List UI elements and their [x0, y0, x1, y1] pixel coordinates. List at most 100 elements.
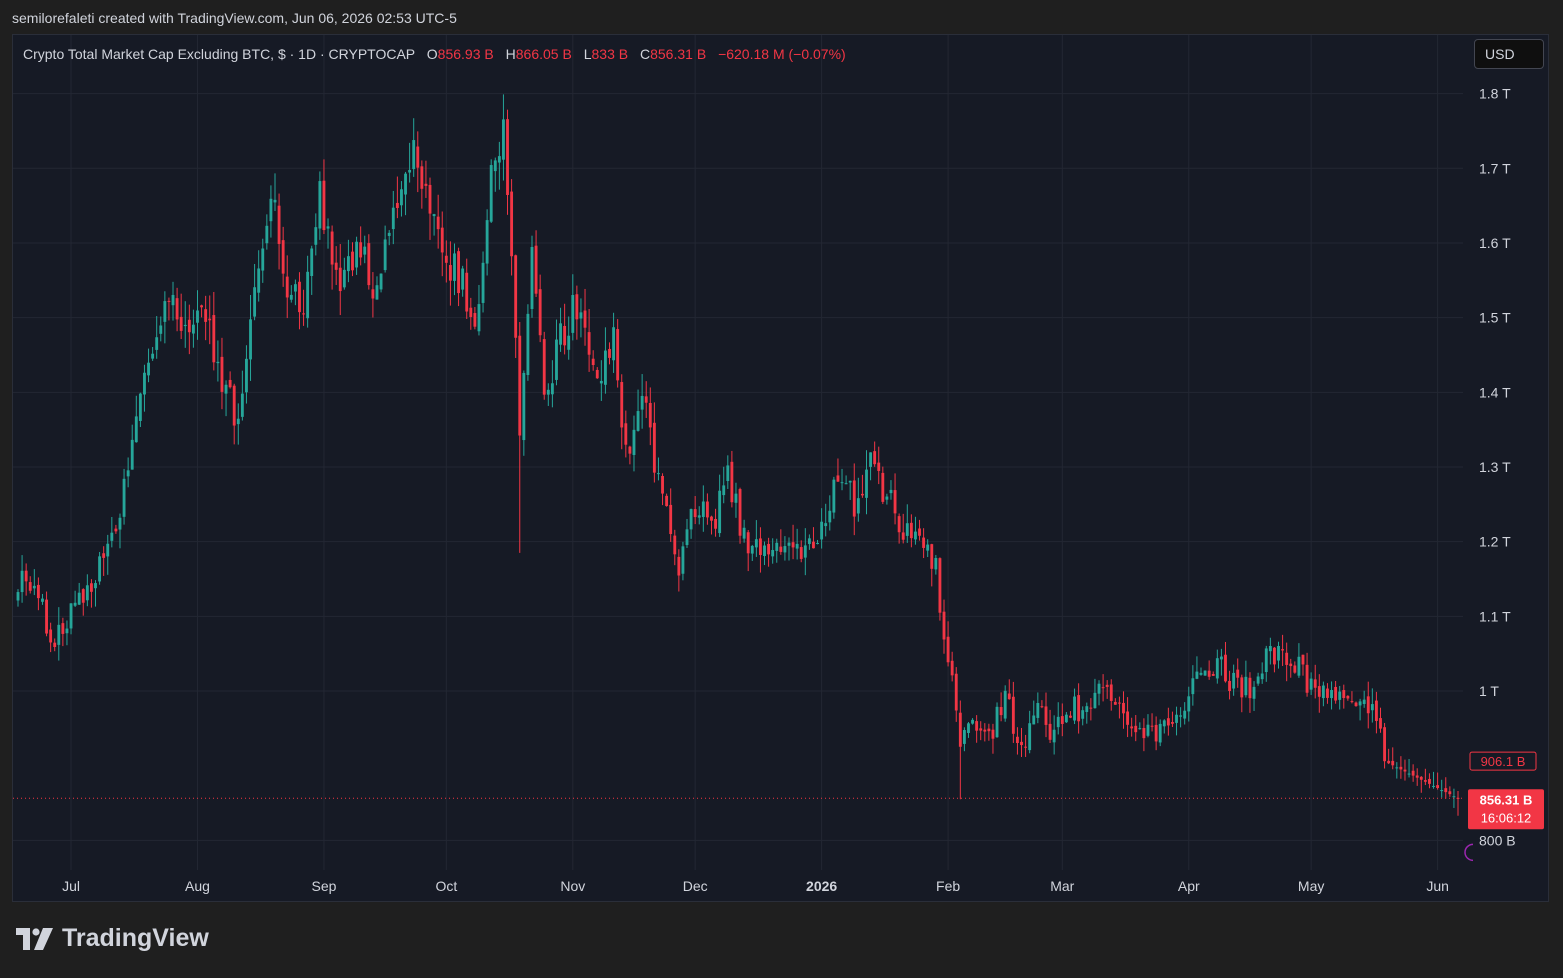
- time-tick-label: Feb: [936, 878, 960, 894]
- candle: [518, 322, 522, 553]
- candle: [306, 255, 310, 328]
- time-tick-label: Sep: [311, 878, 336, 894]
- candle: [885, 493, 889, 505]
- currency-button[interactable]: USD: [1474, 39, 1544, 69]
- candle: [298, 272, 301, 330]
- candle: [1142, 718, 1146, 752]
- candle: [1146, 714, 1150, 738]
- candle: [954, 667, 958, 722]
- candle: [546, 383, 550, 406]
- price-tick-label: 1.6 T: [1479, 235, 1511, 251]
- candle: [828, 495, 832, 531]
- price-tick-label: 1.8 T: [1479, 86, 1511, 102]
- tradingview-logo-icon: [16, 927, 53, 950]
- candle: [49, 622, 53, 653]
- candle: [787, 537, 791, 561]
- candle: [183, 301, 187, 348]
- candle: [591, 350, 595, 371]
- candle: [616, 319, 620, 388]
- candle: [265, 214, 269, 250]
- candle: [1285, 642, 1289, 682]
- candle: [860, 474, 864, 498]
- candle: [1207, 660, 1211, 680]
- candle: [481, 251, 485, 313]
- candle: [1011, 681, 1015, 743]
- candle: [958, 700, 962, 800]
- candle: [865, 450, 868, 515]
- candle: [1228, 670, 1231, 700]
- candle: [1020, 727, 1023, 757]
- candle: [603, 327, 607, 394]
- candle: [754, 520, 758, 557]
- candle: [228, 371, 232, 389]
- candle: [999, 692, 1003, 722]
- candle: [555, 319, 558, 386]
- candle: [326, 218, 330, 249]
- candle: [245, 345, 248, 404]
- svg-text:906.1 B: 906.1 B: [1481, 754, 1526, 769]
- candle: [1028, 710, 1032, 754]
- candle: [220, 337, 224, 410]
- candle: [187, 304, 191, 355]
- candle: [1077, 683, 1081, 734]
- candle: [693, 496, 697, 525]
- candle: [1366, 681, 1370, 729]
- candle: [155, 316, 159, 359]
- price-tick-label: 1.2 T: [1479, 534, 1511, 550]
- candle: [983, 723, 987, 742]
- chart-pane[interactable]: 1.8 T 1.7 T 1.6 T 1.5 T 1.4 T 1.3 T 1.2 T 1.1 T…: [12, 34, 1549, 902]
- candle: [530, 235, 534, 318]
- candle: [200, 304, 203, 318]
- candle: [77, 582, 81, 606]
- time-tick-label: Jul: [62, 878, 80, 894]
- last-price-label: 856.31 B 16:06:12: [1468, 789, 1544, 830]
- candle: [371, 272, 375, 318]
- candle: [812, 527, 815, 549]
- candle: [571, 274, 575, 341]
- candle: [293, 279, 297, 306]
- candle: [1350, 691, 1354, 704]
- candle: [138, 392, 142, 428]
- candle: [249, 294, 252, 381]
- candle: [926, 539, 930, 557]
- candle: [1415, 768, 1419, 786]
- candle: [45, 591, 48, 637]
- candle: [1162, 719, 1166, 734]
- candle: [995, 702, 999, 738]
- candle: [1215, 649, 1219, 684]
- candle: [1003, 685, 1007, 722]
- candle: [110, 516, 114, 548]
- candle: [893, 473, 897, 525]
- candle: [595, 367, 599, 379]
- candle: [1056, 702, 1060, 735]
- candle: [922, 528, 926, 559]
- candle: [795, 528, 799, 560]
- candle: [1097, 680, 1101, 706]
- price-tick-label: 1.4 T: [1479, 384, 1511, 400]
- candle: [975, 715, 979, 743]
- candle: [1399, 756, 1403, 779]
- candle: [1032, 700, 1036, 725]
- candle: [567, 316, 571, 360]
- candle: [1069, 711, 1072, 719]
- candle: [1089, 698, 1093, 721]
- candle: [1444, 777, 1448, 799]
- candle: [799, 540, 803, 563]
- candle: [1281, 634, 1285, 666]
- candle: [563, 303, 567, 355]
- high-value: 866.05 B: [515, 46, 572, 62]
- candlestick-chart[interactable]: 1.8 T 1.7 T 1.6 T 1.5 T 1.4 T 1.3 T 1.2 T 1.1 T…: [13, 35, 1549, 902]
- candle: [726, 455, 730, 489]
- candle: [1138, 722, 1142, 730]
- candle: [1334, 680, 1338, 704]
- candle: [620, 374, 624, 450]
- candle: [253, 263, 257, 321]
- candle: [1362, 690, 1366, 708]
- candle: [36, 577, 40, 611]
- candle: [28, 576, 32, 594]
- svg-text:16:06:12: 16:06:12: [1481, 810, 1532, 825]
- candle: [1183, 702, 1187, 725]
- indicator-circle-icon[interactable]: [1464, 843, 1474, 862]
- candle: [763, 541, 766, 566]
- candle: [1313, 664, 1317, 699]
